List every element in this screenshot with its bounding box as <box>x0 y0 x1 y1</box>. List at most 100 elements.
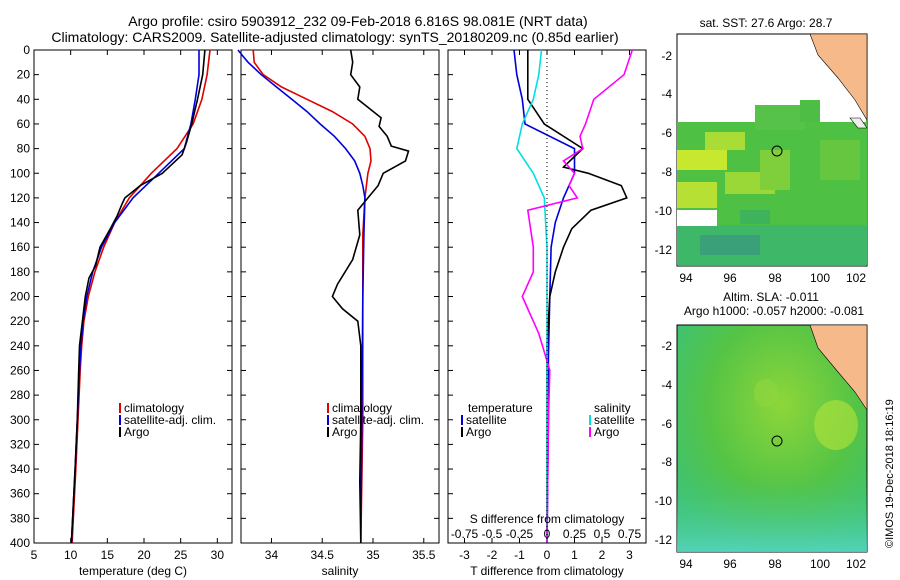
temperature-xlabel: temperature (deg C) <box>79 564 187 578</box>
title-line1: Argo profile: csiro 5903912_232 09-Feb-2… <box>128 13 587 29</box>
temperature-frame <box>33 49 233 544</box>
salinity-legend-label: Argo <box>332 425 358 439</box>
sst-ytick: -4 <box>661 87 672 101</box>
difference-xlabel: T difference from climatology <box>470 564 624 578</box>
difference-secondary-xtick: -0.75 <box>451 527 479 541</box>
sla-ytick: -4 <box>661 378 672 392</box>
temperature-ytick-label: 0 <box>23 43 30 57</box>
sla-xtick: 100 <box>810 557 830 571</box>
difference-series-s-argo <box>521 49 634 544</box>
sst-ytick: -8 <box>661 165 672 179</box>
difference-secondary-xtick: 0.5 <box>594 527 611 541</box>
sla-ytick: -12 <box>655 533 673 547</box>
temperature-ytick-label: 140 <box>10 216 30 230</box>
sla-map-title-2: Argo h1000: -0.057 h2000: -0.081 <box>684 304 864 318</box>
difference-secondary-xtick: 0.75 <box>618 527 642 541</box>
salinity-xtick-label: 35.5 <box>412 548 436 562</box>
temperature-legend-label: satellite-adj. clim. <box>124 413 216 427</box>
sla-xtick: 96 <box>723 557 737 571</box>
temperature-ytick-label: 40 <box>17 92 31 106</box>
difference-legend-title-right: salinity <box>594 401 631 415</box>
sst-ytick: -12 <box>655 243 673 257</box>
temperature-ytick-label: 400 <box>10 536 30 550</box>
sla-ytick: -8 <box>661 455 672 469</box>
temperature-ytick-label: 220 <box>10 314 30 328</box>
salinity-xtick-label: 35 <box>366 548 380 562</box>
temperature-xtick-label: 25 <box>174 548 188 562</box>
sst-ytick: -6 <box>661 126 672 140</box>
sst-xtick: 96 <box>723 271 737 285</box>
temperature-ytick-label: 260 <box>10 363 30 377</box>
title-line2: Climatology: CARS2009. Satellite-adjuste… <box>51 29 618 45</box>
difference-xtick-label: 0 <box>544 548 551 562</box>
salinity-xtick-label: 34 <box>265 548 279 562</box>
difference-left-legend-label: satellite <box>466 413 507 427</box>
sst-ytick: -10 <box>655 204 673 218</box>
salinity-panel: 34 34.5 35 35.5 salinity climatologysatellite… <box>237 49 440 578</box>
sla-xtick: 98 <box>768 557 782 571</box>
temperature-xtick-label: 15 <box>101 548 115 562</box>
difference-secondary-xtick: 0.25 <box>563 527 587 541</box>
difference-xtick-label: 1 <box>571 548 578 562</box>
watermark: ©IMOS 19-Dec-2018 18:16:19 <box>884 399 896 548</box>
temperature-ytick-label: 280 <box>10 388 30 402</box>
salinity-series-satellite-adj-clim- <box>237 49 366 544</box>
temperature-ytick-label: 80 <box>17 142 31 156</box>
sst-map: sat. SST: 27.6 Argo: 28.7 94 96 98 100 1… <box>655 16 868 285</box>
sla-xtick: 94 <box>679 557 693 571</box>
difference-xtick-label: -3 <box>459 548 470 562</box>
temperature-ytick-label: 360 <box>10 487 30 501</box>
temperature-ytick-label: 60 <box>17 117 31 131</box>
sla-ytick: -2 <box>661 339 672 353</box>
salinity-legend-label: satellite-adj. clim. <box>332 413 424 427</box>
temperature-ytick-label: 340 <box>10 462 30 476</box>
difference-secondary-xtick: -0.25 <box>506 527 534 541</box>
sst-xtick: 102 <box>846 271 866 285</box>
temperature-ytick-label: 240 <box>10 339 30 353</box>
sla-map-title-1: Altim. SLA: -0.011 <box>723 290 819 304</box>
temperature-ytick-label: 160 <box>10 240 30 254</box>
difference-left-legend-label: Argo <box>466 425 492 439</box>
temperature-ytick-label: 120 <box>10 191 30 205</box>
difference-panel: -3 -2 -1 0 1 2 3T difference from climatology t… <box>447 49 647 578</box>
salinity-legend-label: climatology <box>332 401 392 415</box>
sst-ytick: -2 <box>661 49 672 63</box>
difference-xtick-label: 2 <box>599 548 606 562</box>
sst-xtick: 94 <box>679 271 693 285</box>
temperature-ytick-label: 100 <box>10 166 30 180</box>
difference-series-t-argo <box>526 50 628 543</box>
sla-ytick: -6 <box>661 417 672 431</box>
salinity-frame <box>240 49 440 544</box>
temperature-ytick-label: 380 <box>10 511 30 525</box>
temperature-ytick-label: 180 <box>10 265 30 279</box>
difference-xtick-label: -1 <box>514 548 525 562</box>
temperature-ytick-label: 300 <box>10 413 30 427</box>
sst-map-title: sat. SST: 27.6 Argo: 28.7 <box>700 16 833 30</box>
sla-ytick: -10 <box>655 494 673 508</box>
temperature-xtick-label: 30 <box>211 548 225 562</box>
salinity-xtick-label: 34.5 <box>311 548 335 562</box>
temperature-panel: 5 10 15 20 25 3002040608010012014016018020022… <box>10 43 233 578</box>
salinity-series-argo <box>331 49 410 544</box>
temperature-xtick-label: 5 <box>31 548 38 562</box>
difference-xtick-label: 3 <box>626 548 633 562</box>
temperature-series-argo <box>70 49 206 544</box>
difference-legend-title-left: temperature <box>468 401 533 415</box>
difference-right-legend-label: satellite <box>594 413 635 427</box>
temperature-ytick-label: 20 <box>17 68 31 82</box>
temperature-legend-label: climatology <box>124 401 184 415</box>
sst-xtick: 98 <box>768 271 782 285</box>
sla-xtick: 102 <box>846 557 866 571</box>
difference-secondary-xlabel: S difference from climatology <box>470 512 625 526</box>
temperature-xtick-label: 10 <box>64 548 78 562</box>
sst-xtick: 100 <box>810 271 830 285</box>
temperature-ytick-label: 200 <box>10 290 30 304</box>
difference-secondary-xtick: -0.5 <box>482 527 503 541</box>
temperature-legend-label: Argo <box>124 425 150 439</box>
difference-right-legend-label: Argo <box>594 425 620 439</box>
sla-map: Altim. SLA: -0.011 Argo h1000: -0.057 h2… <box>655 290 868 571</box>
temperature-ytick-label: 320 <box>10 437 30 451</box>
salinity-xlabel: salinity <box>322 564 359 578</box>
difference-series-t-satellite <box>513 49 576 544</box>
